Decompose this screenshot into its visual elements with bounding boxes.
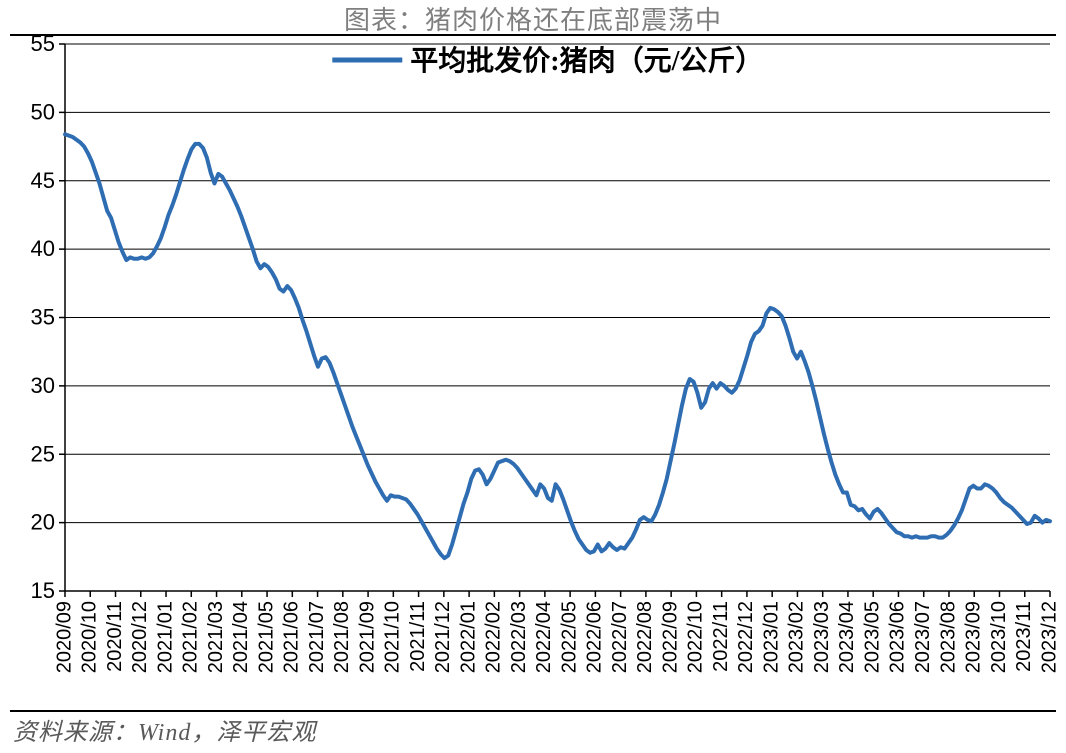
svg-text:2022/11: 2022/11 [710,601,732,672]
svg-text:2023/08: 2023/08 [937,601,959,673]
svg-text:2023/06: 2023/06 [887,601,909,673]
svg-text:2021/03: 2021/03 [205,601,227,673]
chart-outer-frame: 1520253035404550552020/092020/102020/112… [10,34,1056,712]
svg-text:2023/01: 2023/01 [760,601,782,673]
svg-text:2023/11: 2023/11 [1013,601,1035,672]
svg-text:2021/08: 2021/08 [331,601,353,673]
svg-text:30: 30 [31,373,55,398]
svg-text:2023/12: 2023/12 [1038,601,1056,673]
svg-text:2022/07: 2022/07 [609,601,631,673]
svg-text:25: 25 [31,441,55,466]
svg-text:2021/01: 2021/01 [154,601,176,673]
svg-text:15: 15 [31,578,55,603]
svg-text:2022/06: 2022/06 [584,601,606,673]
svg-text:平均批发价:猪肉（元/公斤）: 平均批发价:猪肉（元/公斤） [410,44,763,77]
svg-text:2022/12: 2022/12 [735,601,757,673]
svg-text:2023/09: 2023/09 [963,601,985,673]
svg-text:2022/04: 2022/04 [533,601,555,673]
svg-text:50: 50 [31,99,55,124]
svg-text:2021/11: 2021/11 [407,601,429,672]
svg-text:2023/04: 2023/04 [836,601,858,673]
svg-text:2021/10: 2021/10 [382,601,404,673]
svg-text:2022/08: 2022/08 [634,601,656,673]
chart-title: 图表：猪肉价格还在底部震荡中 [0,0,1066,37]
svg-text:40: 40 [31,236,55,261]
svg-text:2023/05: 2023/05 [861,601,883,673]
svg-text:2021/02: 2021/02 [180,601,202,673]
svg-text:2023/10: 2023/10 [988,601,1010,673]
svg-text:2023/07: 2023/07 [912,601,934,673]
svg-text:2020/09: 2020/09 [53,601,75,673]
svg-text:35: 35 [31,305,55,330]
svg-text:45: 45 [31,168,55,193]
svg-text:2022/01: 2022/01 [457,601,479,673]
svg-text:2021/07: 2021/07 [306,601,328,673]
svg-text:2021/04: 2021/04 [230,601,252,673]
svg-text:2022/02: 2022/02 [483,601,505,673]
svg-text:20: 20 [31,510,55,535]
svg-text:2021/09: 2021/09 [356,601,378,673]
svg-text:2021/12: 2021/12 [432,601,454,673]
svg-text:2023/02: 2023/02 [786,601,808,673]
svg-text:55: 55 [31,36,55,56]
svg-text:2021/05: 2021/05 [255,601,277,673]
line-chart: 1520253035404550552020/092020/102020/112… [10,36,1056,706]
svg-text:2020/10: 2020/10 [79,601,101,673]
svg-text:2022/03: 2022/03 [508,601,530,673]
svg-text:2020/11: 2020/11 [104,601,126,672]
svg-text:2023/03: 2023/03 [811,601,833,673]
svg-text:2020/12: 2020/12 [129,601,151,673]
svg-text:2022/05: 2022/05 [558,601,580,673]
svg-text:2022/10: 2022/10 [685,601,707,673]
svg-text:2021/06: 2021/06 [281,601,303,673]
figure-container: 图表：猪肉价格还在底部震荡中 15 20 25 30 35 40 45 50 55 2020/09… [0,0,1066,753]
source-attribution: 资料来源：Wind，泽平宏观 [13,712,316,747]
svg-text:2022/09: 2022/09 [659,601,681,673]
